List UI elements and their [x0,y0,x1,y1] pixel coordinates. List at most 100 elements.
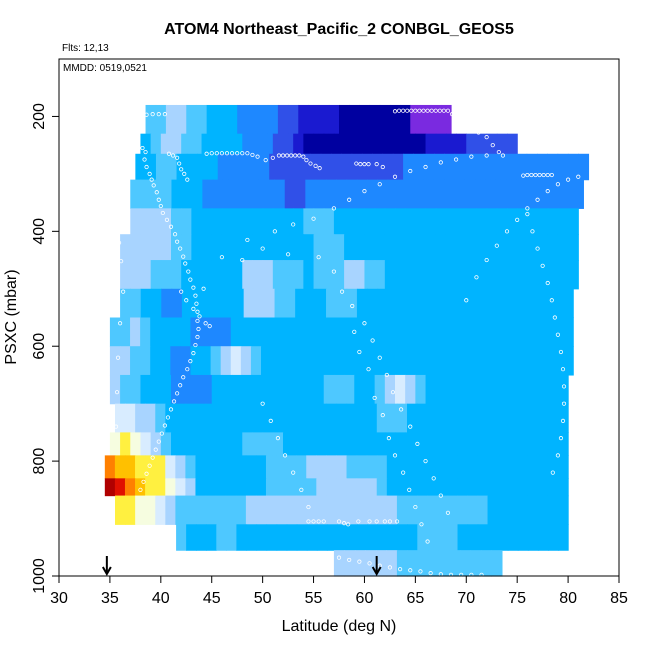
heatmap-cell [557,260,569,290]
track-point [346,522,351,527]
track-point [181,254,186,259]
heatmap-cell [274,179,286,209]
track-point [116,240,122,245]
heatmap-cell [120,432,131,456]
heatmap-cell [361,317,373,347]
track-point [156,197,161,202]
heatmap-cell [140,260,152,290]
heatmap-cell [408,288,420,319]
heatmap-cell [336,495,348,525]
heatmap-cell [454,153,466,181]
heatmap-cell [155,495,166,525]
track-point [272,229,277,234]
heatmap-cell [200,317,212,347]
heatmap-cell [230,317,242,347]
track-point [301,154,306,159]
heatmap-cell [437,524,449,551]
heatmap-cell [120,288,131,319]
heatmap-cell [452,317,463,347]
heatmap-cell [403,153,414,181]
heatmap-cell [323,208,335,235]
heatmap-cell [467,403,479,433]
track-point [170,153,176,158]
heatmap-cell [181,133,192,155]
heatmap-cell [150,317,161,347]
heatmap-cell [313,432,325,456]
heatmap-cell [295,179,306,209]
heatmap-cell [333,208,345,235]
heatmap-cell [459,550,472,577]
track-point [384,372,389,378]
heatmap-cell [202,179,214,209]
track-point [245,237,250,243]
track-point [380,413,385,418]
heatmap-cell [232,234,243,261]
heatmap-cell [418,288,430,319]
heatmap-cell [491,550,503,577]
heatmap-cell [201,208,213,235]
heatmap-cell [532,317,544,347]
track-point [207,324,212,329]
heatmap-cell [344,374,355,405]
track-point [469,125,474,131]
heatmap-cell [346,455,358,479]
heatmap-cell [377,524,388,551]
heatmap-cell [201,374,213,405]
heatmap-cell [191,133,203,155]
heatmap-cell [272,432,284,456]
heatmap-cell [181,432,192,456]
track-point [374,519,379,524]
heatmap-cell [527,234,539,261]
heatmap-cell [326,455,338,479]
heatmap-cell [369,104,381,135]
heatmap-cell [264,288,276,319]
heatmap-cell [211,432,223,456]
x-tick-label: 60 [356,590,374,607]
track-point [185,177,190,182]
track-point [390,390,396,395]
heatmap-cell [408,179,420,209]
heatmap-cell [397,524,408,551]
heatmap-layer [104,104,590,577]
heatmap-cell [341,153,353,181]
heatmap-cell [376,403,388,433]
track-point [149,177,154,182]
arrow-marker [101,556,112,577]
heatmap-cell [176,524,187,551]
heatmap-cell [150,346,161,376]
heatmap-cell [215,495,227,525]
track-point [183,261,188,266]
heatmap-cell [562,288,574,319]
heatmap-cell [356,478,368,497]
heatmap-cell [313,374,325,405]
heatmap-cell [266,524,278,551]
heatmap-cell [191,260,203,290]
heatmap-cell [195,455,207,479]
heatmap-cell [405,260,416,290]
heatmap-cell [197,153,209,181]
heatmap-cell [284,179,296,209]
heatmap-cell [336,478,348,497]
heatmap-cell [269,153,281,181]
heatmap-cell [293,208,304,235]
heatmap-cell [206,524,217,551]
heatmap-cell [387,288,399,319]
heatmap-cell [192,288,204,319]
heatmap-cell [492,346,504,376]
heatmap-cell [440,104,452,135]
heatmap-cell [346,524,358,551]
heatmap-cell [150,374,162,405]
track-point [437,108,442,113]
heatmap-cell [272,133,284,155]
heatmap-cell [293,133,304,155]
heatmap-cell [222,179,234,209]
heatmap-cell [284,288,296,319]
heatmap-cell [374,374,386,405]
track-point [545,172,550,178]
heatmap-cell [341,346,353,376]
track-point [448,572,454,577]
track-point [144,112,149,117]
heatmap-cell [250,317,262,347]
y-tick-label: 600 [31,333,48,360]
heatmap-cell [161,288,173,319]
